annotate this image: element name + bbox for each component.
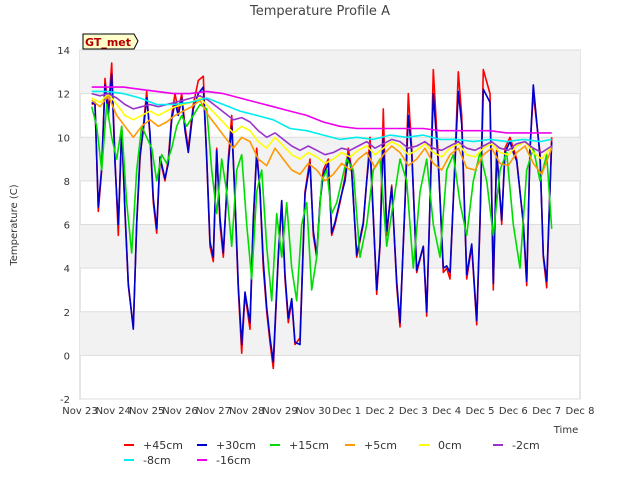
x-tick-label: Nov 28 (229, 406, 264, 417)
legend-item: 0cm (419, 439, 462, 452)
x-tick-label: Nov 29 (262, 406, 297, 417)
y-tick-label: 14 (57, 46, 70, 57)
series-line-+5cm (91, 95, 553, 182)
y-tick-label: 8 (64, 177, 70, 188)
y-tick-label: 12 (57, 90, 70, 101)
x-tick-label: Nov 25 (129, 406, 164, 417)
legend-item: +30cm (197, 439, 256, 452)
x-tick-label: Dec 7 (532, 406, 561, 417)
legend-label: -2cm (512, 439, 540, 452)
x-tick-label: Dec 8 (566, 406, 595, 417)
series-line-0cm (91, 92, 553, 165)
legend-label: +45cm (143, 439, 183, 452)
legend-label: -16cm (216, 454, 251, 467)
x-tick-label: Dec 1 (332, 406, 361, 417)
y-tick-label: 10 (57, 133, 70, 144)
legend: +45cm +30cm +15cm +5cm 0cm -2cm -8cm -16cm (124, 439, 540, 467)
y-tick-label: -2 (60, 395, 70, 406)
series-line-+15cm (90, 103, 553, 302)
legend-label: +30cm (216, 439, 256, 452)
legend-item: +15cm (270, 439, 329, 452)
badge-text: GT_met (85, 36, 131, 49)
series-line--8cm (91, 90, 552, 143)
legend-item: +5cm (345, 439, 397, 452)
y-tick-label: 0 (64, 351, 70, 362)
y-axis-label: Temperature (C) (9, 184, 20, 266)
legend-label: +5cm (364, 439, 397, 452)
y-tick-label: 6 (64, 221, 70, 232)
y-tick-label: 2 (64, 308, 70, 319)
y-tick-label: 4 (64, 264, 70, 275)
x-tick-label: Dec 3 (399, 406, 428, 417)
legend-label: -8cm (143, 454, 171, 467)
series-layer (90, 62, 553, 370)
x-tick-label: Nov 23 (62, 406, 97, 417)
grid-band (80, 50, 580, 94)
grid-band (80, 311, 580, 356)
x-tick-label: Nov 24 (96, 406, 131, 417)
grid-band (80, 224, 580, 269)
legend-item: -8cm (124, 454, 171, 467)
series-line--16cm (91, 86, 552, 134)
x-tick-label: Nov 30 (296, 406, 331, 417)
legend-item: -16cm (197, 454, 251, 467)
x-tick-label: Nov 27 (196, 406, 231, 417)
gt-met-badge: GT_met (82, 33, 139, 50)
x-tick-label: Dec 6 (499, 406, 528, 417)
legend-label: +15cm (289, 439, 329, 452)
x-tick-label: Dec 2 (366, 406, 395, 417)
x-tick-label: Dec 4 (432, 406, 461, 417)
series-line-+30cm (91, 73, 553, 363)
x-tick-label: Dec 5 (466, 406, 495, 417)
x-tick-label: Nov 26 (162, 406, 197, 417)
x-axis-label: Time (553, 425, 578, 436)
legend-label: 0cm (438, 439, 462, 452)
legend-item: +45cm (124, 439, 183, 452)
chart-title: Temperature Profile A (249, 4, 390, 19)
legend-item: -2cm (493, 439, 540, 452)
